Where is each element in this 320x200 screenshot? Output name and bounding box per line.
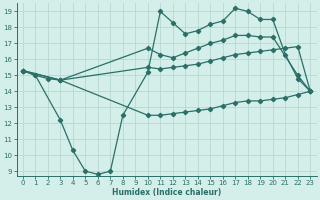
X-axis label: Humidex (Indice chaleur): Humidex (Indice chaleur) xyxy=(112,188,221,197)
